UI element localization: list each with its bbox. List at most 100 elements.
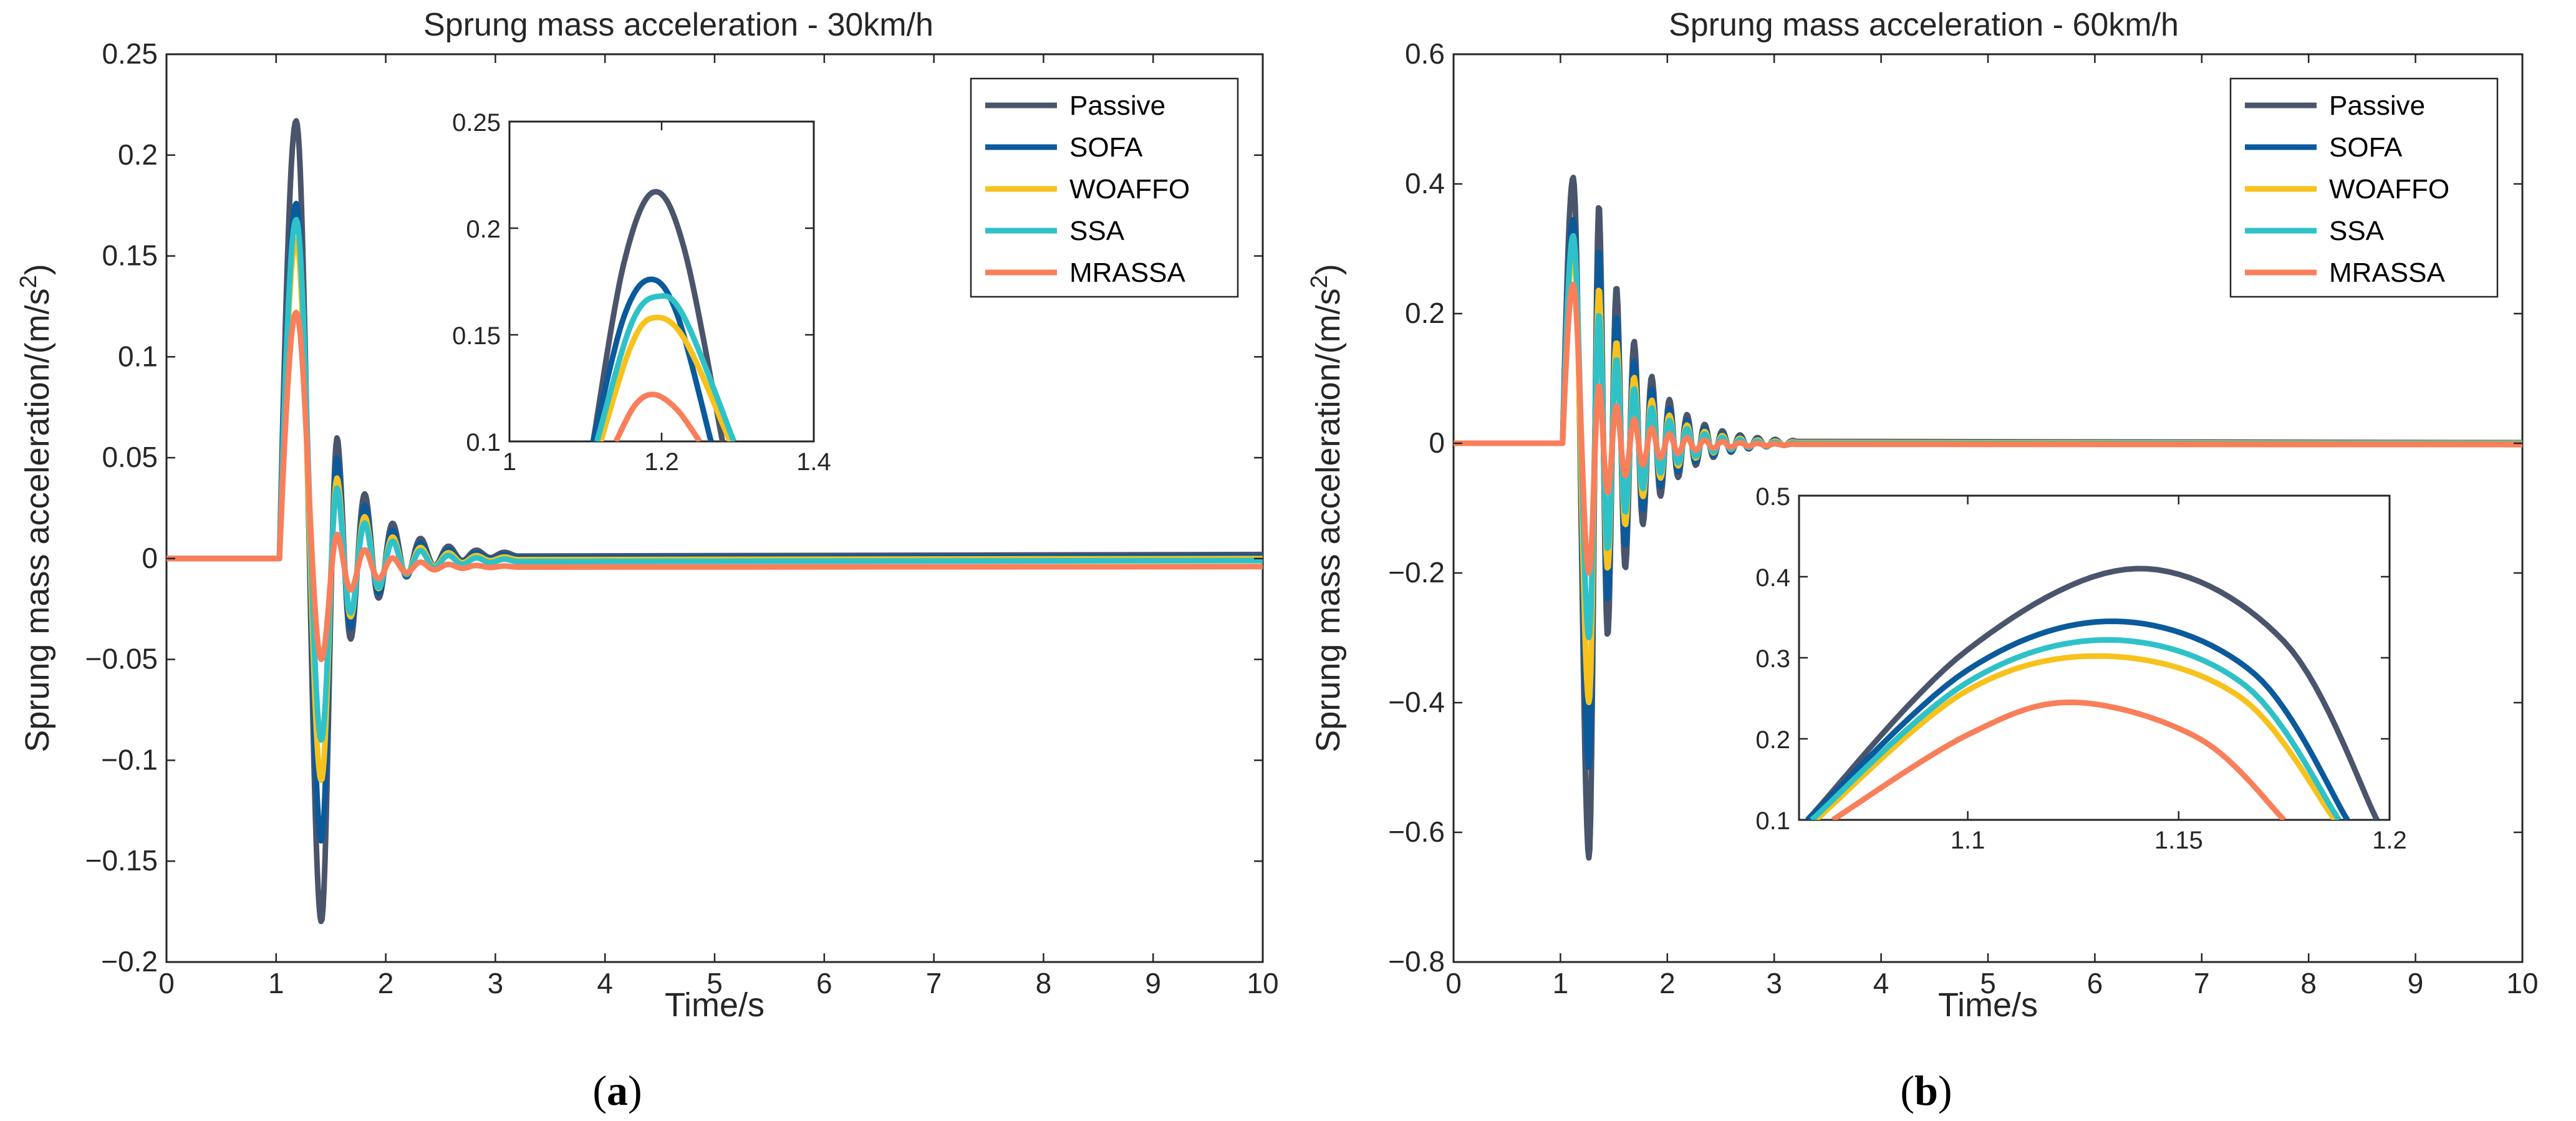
chart-a-xtick-label: 5 xyxy=(707,967,723,999)
chart-b-xlabel: Time/s xyxy=(1938,986,2038,1024)
chart-b-xtick-label: 0 xyxy=(1445,967,1462,999)
chart-b-inset-y-ticks: 0.1 0.2 0.3 0.4 0.5 xyxy=(1755,483,2390,835)
chart-b-inset-ytick-label: 0.1 xyxy=(1755,807,1790,835)
chart-b-inset-x-ticks: 1.1 1.15 1.2 xyxy=(1951,496,2407,854)
caption-b-close: ) xyxy=(1938,1067,1952,1114)
chart-b-inset-ytick-label: 0.5 xyxy=(1755,483,1790,511)
chart-a-xtick-label: 0 xyxy=(158,967,175,999)
chart-b-ytick-label: −0.2 xyxy=(1388,556,1445,589)
chart-a-legend-label-woaffo: WOAFFO xyxy=(1069,174,1190,204)
chart-a-title: Sprung mass acceleration - 30km/h xyxy=(423,7,933,43)
chart-b-inset-xtick-label: 1.1 xyxy=(1951,827,1985,854)
chart-a-xtick-label: 9 xyxy=(1145,967,1161,999)
chart-a-xtick-label: 3 xyxy=(488,967,504,999)
chart-a-ylabel-close: ) xyxy=(19,264,56,275)
chart-a-inset-series-ssa xyxy=(594,293,737,441)
chart-a-ytick-label: 0.2 xyxy=(118,138,158,171)
chart-b-inset-series-group xyxy=(1805,565,2380,820)
chart-b-series-group xyxy=(1454,175,2523,861)
chart-b-inset-series-mrassa xyxy=(1831,699,2287,820)
chart-a-xtick-label: 8 xyxy=(1036,967,1052,999)
chart-b-ylabel-close: ) xyxy=(1310,264,1347,275)
chart-b-inset-ytick-label: 0.4 xyxy=(1755,564,1790,592)
chart-a-ytick-label: −0.05 xyxy=(85,643,158,675)
chart-a-ytick-label: 0.15 xyxy=(102,239,158,272)
chart-a-inset-xtick-label: 1.4 xyxy=(796,448,831,476)
chart-a-ytick-label: 0.25 xyxy=(102,37,158,70)
chart-a-xtick-label: 10 xyxy=(1247,967,1278,999)
caption-b: (b) xyxy=(1900,1067,1952,1114)
chart-a-ytick-label: −0.15 xyxy=(85,844,158,877)
chart-a-inset-series-mrassa xyxy=(613,392,702,441)
caption-a-close: ) xyxy=(628,1067,642,1114)
chart-b-xtick-label: 2 xyxy=(1659,967,1676,999)
chart-a-inset-ytick-label: 0.25 xyxy=(452,109,501,137)
chart-b-ylabel-sup: 2 xyxy=(1306,275,1333,288)
chart-a-inset-ytick-label: 0.2 xyxy=(466,216,501,243)
chart-a-inset-xtick-label: 1 xyxy=(503,448,516,476)
chart-a-legend-label-sofa: SOFA xyxy=(1069,132,1143,163)
chart-a-series-mrassa xyxy=(166,309,1263,662)
chart-b-title: Sprung mass acceleration - 60km/h xyxy=(1669,7,2179,43)
chart-b-ytick-label: 0 xyxy=(1429,426,1445,459)
caption-b-open: ( xyxy=(1900,1067,1914,1114)
chart-b-series-mrassa xyxy=(1454,281,2523,576)
chart-a-inset-ytick-label: 0.15 xyxy=(452,322,501,350)
chart-b-xtick-label: 4 xyxy=(1873,967,1889,999)
chart-a-xtick-label: 4 xyxy=(597,967,613,999)
chart-a-inset-x-ticks: 1 1.2 1.4 xyxy=(503,122,831,476)
chart-b-xtick-label: 10 xyxy=(2506,967,2538,999)
chart-b-xtick-label: 6 xyxy=(2087,967,2103,999)
chart-a-inset-series-sofa xyxy=(590,276,714,441)
chart-b-legend-label-passive: Passive xyxy=(2329,90,2425,121)
chart-a-xtick-label: 7 xyxy=(926,967,942,999)
chart-b-xtick-label: 7 xyxy=(2194,967,2210,999)
chart-b-x-ticks: 0 1 2 3 4 5 6 7 8 9 10 xyxy=(1445,54,2539,999)
chart-a-ytick-label: 0 xyxy=(142,542,158,574)
chart-a-ylabel-sup: 2 xyxy=(16,275,42,288)
chart-a-legend-label-passive: Passive xyxy=(1069,90,1165,121)
chart-b-ytick-label: 0.4 xyxy=(1405,167,1445,200)
caption-a-letter: a xyxy=(607,1067,628,1114)
chart-b-inset-xtick-label: 1.2 xyxy=(2372,827,2407,854)
chart-b-legend-label-mrassa: MRASSA xyxy=(2329,257,2445,288)
chart-a-inset-xtick-label: 1.2 xyxy=(644,448,679,476)
chart-a-ylabel-main: Sprung mass acceleration/(m/s xyxy=(19,288,56,752)
chart-b-inset-series-woaffo xyxy=(1814,653,2337,820)
chart-b-xtick-label: 8 xyxy=(2300,967,2317,999)
chart-b-legend-label-ssa: SSA xyxy=(2329,216,2385,246)
chart-a-xtick-label: 1 xyxy=(268,967,284,999)
chart-b-xtick-label: 3 xyxy=(1766,967,1782,999)
caption-b-letter: b xyxy=(1914,1067,1938,1114)
chart-b-xtick-label: 1 xyxy=(1553,967,1569,999)
chart-b-inset-ytick-label: 0.2 xyxy=(1755,726,1790,754)
chart-b-xtick-label: 5 xyxy=(1980,967,1996,999)
chart-a-x-ticks: 0 1 2 3 4 5 6 7 8 9 10 xyxy=(158,54,1279,999)
chart-b-ytick-label: −0.6 xyxy=(1388,815,1445,848)
chart-b-inset-xtick-label: 1.15 xyxy=(2154,827,2203,854)
chart-b-inset-series-ssa xyxy=(1810,637,2342,820)
chart-a-legend-label-ssa: SSA xyxy=(1069,216,1125,246)
chart-a-inset-series-group xyxy=(590,188,737,441)
caption-a-open: ( xyxy=(592,1067,607,1114)
chart-b-ytick-label: 0.2 xyxy=(1405,297,1445,329)
chart-b-inset-series-passive xyxy=(1805,565,2380,820)
chart-a-xtick-label: 2 xyxy=(378,967,394,999)
chart-b-ylabel: Sprung mass acceleration/(m/s2) xyxy=(1306,264,1347,752)
chart-b-xtick-label: 9 xyxy=(2408,967,2424,999)
chart-b-legend-label-woaffo: WOAFFO xyxy=(2329,174,2449,204)
chart-a-y-ticks: −0.2 −0.15 −0.1 −0.05 0 0.05 0.1 0.15 0.2 0.25 xyxy=(85,37,1263,978)
chart-a-ytick-label: −0.1 xyxy=(101,743,158,776)
chart-b-inset-series-sofa xyxy=(1805,618,2350,820)
chart-a-inset-series-passive xyxy=(590,188,726,441)
chart-b-ytick-label: −0.8 xyxy=(1388,945,1445,978)
chart-b-y-ticks: −0.8 −0.6 −0.4 −0.2 0 0.2 0.4 0.6 xyxy=(1388,37,2522,978)
chart-b-legend-label-sofa: SOFA xyxy=(2329,132,2403,163)
chart-a-inset-series-woaffo xyxy=(598,314,733,441)
chart-a-xlabel: Time/s xyxy=(665,986,765,1024)
chart-a-legend-label-mrassa: MRASSA xyxy=(1069,257,1185,288)
chart-b-legend: Passive SOFA WOAFFO SSA MRASSA xyxy=(2229,77,2499,298)
panel-b: Sprung mass acceleration - 60km/h −0.8 −0… xyxy=(1306,7,2539,1114)
chart-b-inset-ytick-label: 0.3 xyxy=(1755,645,1790,673)
